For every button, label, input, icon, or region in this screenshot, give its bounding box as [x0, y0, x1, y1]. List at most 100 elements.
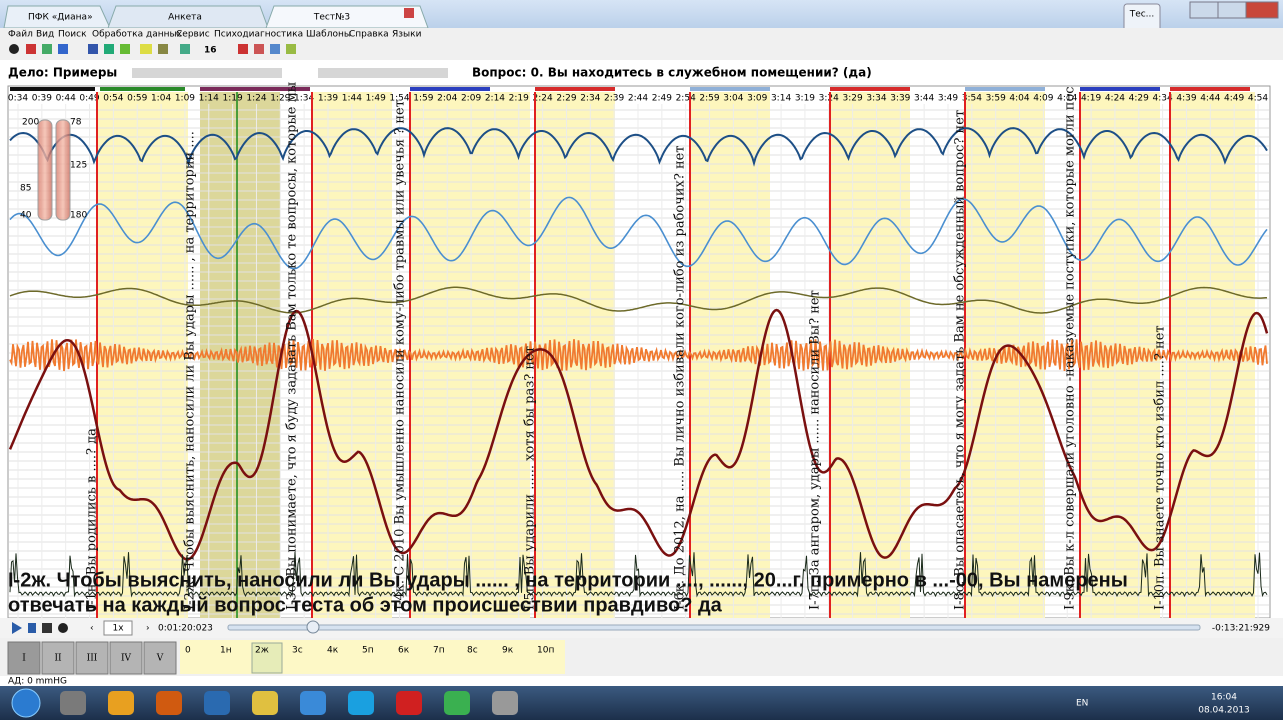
part-button[interactable] [75, 641, 109, 675]
tool-icon[interactable] [58, 44, 68, 54]
menu-item[interactable]: Обработка данных [92, 30, 183, 40]
play-button[interactable] [12, 622, 22, 634]
tool-icon[interactable] [26, 44, 36, 54]
signal-trace [9, 551, 1268, 598]
app-icon[interactable] [252, 691, 278, 715]
part-label[interactable]: III [87, 654, 98, 664]
maximize-button[interactable] [1217, 1, 1247, 19]
question-header: Вопрос: 0. Вы находитесь в служебном пом… [472, 66, 872, 80]
time-tick: 2:29 [556, 94, 576, 104]
question-code[interactable]: 9к [502, 646, 514, 656]
time-tick: 2:24 [533, 94, 553, 104]
menu-item[interactable]: Справка [349, 30, 389, 40]
tool-icon[interactable] [254, 44, 264, 54]
app-icon[interactable] [300, 691, 326, 715]
tool-icon[interactable] [42, 44, 52, 54]
part-button[interactable] [41, 641, 75, 675]
stimulus-bar [100, 87, 185, 91]
tool-icon[interactable] [104, 44, 114, 54]
question-band [1080, 92, 1160, 618]
menu-item[interactable]: Вид [36, 30, 54, 40]
app-icon[interactable] [348, 691, 374, 715]
menu-item[interactable]: Поиск [58, 30, 87, 40]
question-label: I-2ж. Чтобы выяснить, наносили ли Вы уда… [183, 131, 198, 610]
app-icon[interactable] [444, 691, 470, 715]
language[interactable]: EN [1076, 699, 1088, 709]
clock-date[interactable]: 08.04.2013 [1198, 706, 1250, 716]
gauge-label: 78 [70, 118, 82, 128]
question-code[interactable]: 4к [327, 646, 339, 656]
question-code[interactable]: 1н [220, 646, 232, 656]
start-button[interactable] [11, 688, 41, 718]
question-code[interactable]: 10п [537, 646, 554, 656]
time-tick: 3:24 [819, 94, 839, 104]
question-label: I-5п. Вы ударили ...... хотя бы раз? нет [523, 346, 538, 610]
stimulus-bar [200, 87, 310, 91]
tab-label: Анкета [168, 13, 202, 23]
tool-icon[interactable] [286, 44, 296, 54]
time-tick: 4:44 [1200, 94, 1220, 104]
tool-icon[interactable] [238, 44, 248, 54]
tool-icon[interactable] [140, 44, 152, 54]
speed-box[interactable] [103, 620, 133, 636]
speed[interactable]: 1x [112, 624, 124, 634]
stimulus-bar [1170, 87, 1250, 91]
time-tick: 0:44 [56, 94, 76, 104]
menu-item[interactable]: Психодиагностика [214, 30, 303, 40]
time-tick: 4:09 [1033, 94, 1053, 104]
part-button[interactable] [7, 641, 41, 675]
tool-icon[interactable] [158, 44, 168, 54]
menu-item[interactable]: Файл [8, 30, 33, 40]
font-size[interactable]: 16 [204, 46, 217, 56]
tool-icon[interactable] [180, 44, 190, 54]
time-tick: 1:14 [199, 94, 219, 104]
question-code[interactable]: 5п [362, 646, 374, 656]
part-label[interactable]: II [54, 654, 62, 664]
time-tick: 3:19 [795, 94, 815, 104]
app-icon[interactable] [60, 691, 86, 715]
tab-close[interactable] [404, 8, 414, 18]
slider-knob[interactable] [306, 620, 320, 634]
tool-icon[interactable] [120, 44, 130, 54]
time-tick: 1:09 [175, 94, 195, 104]
back-button[interactable]: ‹ [90, 624, 94, 634]
menu-item[interactable]: Языки [392, 30, 422, 40]
time-tick: 2:34 [580, 94, 600, 104]
taskbar [0, 686, 1283, 720]
forward-button[interactable]: › [146, 624, 150, 634]
app-icon[interactable] [204, 691, 230, 715]
stimulus-bar [10, 87, 95, 91]
tool-icon[interactable] [270, 44, 280, 54]
minimize-button[interactable] [1189, 1, 1219, 19]
part-label[interactable]: IV [121, 654, 132, 664]
time-tick: 1:29 [270, 94, 290, 104]
menu-item[interactable]: Шаблоны [306, 30, 351, 40]
app-icon[interactable] [156, 691, 182, 715]
clock-time[interactable]: 16:04 [1211, 693, 1237, 703]
gauge-tube [55, 119, 71, 221]
part-label[interactable]: I [22, 654, 26, 664]
app-icon[interactable] [492, 691, 518, 715]
stop-button[interactable] [42, 623, 52, 633]
time-tick: 3:59 [986, 94, 1006, 104]
question-code[interactable]: 0 [185, 646, 191, 656]
app-icon[interactable] [396, 691, 422, 715]
question-code[interactable]: 8с [467, 646, 478, 656]
time-tick: 4:49 [1224, 94, 1244, 104]
tool-icon[interactable] [9, 44, 19, 54]
pause-button[interactable] [28, 623, 36, 633]
question-code[interactable]: 7п [433, 646, 445, 656]
tool-icon[interactable] [88, 44, 98, 54]
question-code[interactable]: 6к [398, 646, 410, 656]
question-code[interactable]: 3с [292, 646, 303, 656]
part-button[interactable] [109, 641, 143, 675]
app-icon[interactable] [108, 691, 134, 715]
record-button[interactable] [58, 623, 68, 633]
menu-item[interactable]: Сервис [176, 30, 210, 40]
time-tick: 2:49 [652, 94, 672, 104]
part-button[interactable] [143, 641, 177, 675]
question-code[interactable]: 2ж [255, 646, 269, 656]
part-label[interactable]: V [156, 654, 164, 664]
close-button[interactable] [1245, 1, 1279, 19]
slider-track[interactable] [227, 624, 1201, 631]
